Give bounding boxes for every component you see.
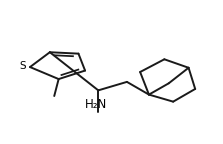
Text: S: S <box>19 61 26 71</box>
Text: H₂N: H₂N <box>85 98 107 111</box>
